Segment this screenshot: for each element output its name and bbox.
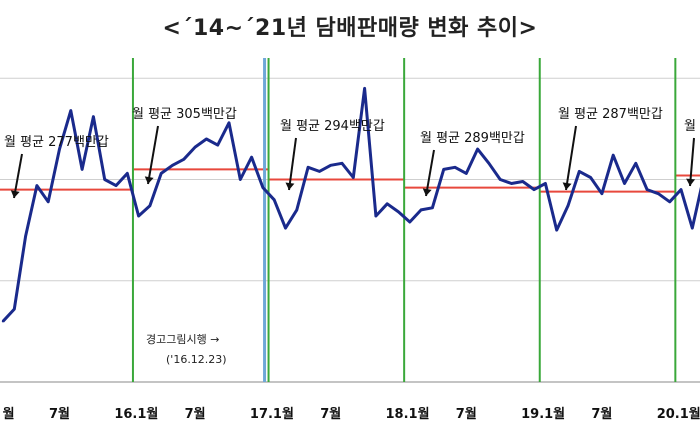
- data-point-26: [295, 208, 298, 212]
- average-arrowhead-3: [422, 188, 432, 196]
- data-point-16: [182, 158, 185, 161]
- average-arrowhead-4: [562, 182, 572, 190]
- data-point-59: [668, 200, 671, 203]
- x-tick-9: 7월: [591, 406, 612, 422]
- data-point-2: [24, 235, 27, 238]
- data-point-9: [103, 178, 106, 181]
- data-point-1: [13, 307, 16, 311]
- data-point-17: [193, 145, 197, 149]
- x-tick-10: 20.1월: [657, 406, 700, 422]
- average-label-3: 월 평균 289백만갑: [420, 131, 525, 146]
- average-label-4: 월 평균 287백만갑: [558, 107, 663, 122]
- data-point-35: [397, 210, 400, 214]
- data-point-31: [352, 176, 355, 179]
- data-point-21: [239, 178, 242, 181]
- data-point-49: [555, 228, 558, 232]
- data-point-18: [205, 137, 208, 141]
- average-arrow-4: [565, 125, 577, 191]
- data-point-56: [634, 162, 637, 165]
- data-point-29: [329, 164, 332, 167]
- average-arrow-3: [425, 149, 435, 197]
- data-point-19: [216, 143, 219, 147]
- data-point-53: [600, 192, 604, 195]
- data-point-54: [612, 154, 615, 157]
- data-point-32: [363, 87, 366, 90]
- data-point-41: [465, 172, 468, 175]
- x-tick-1: 7월: [49, 406, 70, 422]
- data-point-24: [273, 198, 276, 201]
- data-point-7: [80, 168, 84, 171]
- data-point-11: [126, 172, 129, 175]
- average-arrow-1: [147, 125, 159, 185]
- x-tick-2: 16.1월: [114, 406, 158, 422]
- data-point-58: [657, 192, 660, 195]
- average-label-0: 월 평균 277백만갑: [4, 135, 109, 150]
- data-point-34: [386, 202, 389, 205]
- x-tick-8: 19.1월: [521, 406, 565, 422]
- data-point-5: [58, 147, 61, 151]
- data-point-42: [476, 147, 479, 151]
- x-tick-0: 월: [3, 406, 15, 422]
- data-point-55: [623, 182, 626, 185]
- data-point-40: [453, 166, 457, 169]
- data-point-52: [589, 176, 592, 179]
- policy-annotation-date: ('16.12.23): [166, 353, 227, 366]
- average-arrowhead-2: [285, 182, 295, 190]
- average-arrow-2: [288, 137, 297, 191]
- data-point-51: [578, 170, 581, 173]
- average-arrow-0: [13, 153, 23, 199]
- data-point-38: [431, 206, 434, 210]
- data-point-30: [340, 162, 344, 165]
- average-arrowhead-0: [10, 190, 20, 198]
- data-point-36: [408, 220, 411, 224]
- x-tick-3: 7월: [185, 406, 206, 422]
- x-tick-labels: 월 7월 16.1월 7월 17.1월 7월 18.1월 7월 19.1월 7월 20.1월: [3, 406, 700, 422]
- data-point-46: [521, 180, 524, 183]
- data-point-45: [510, 182, 513, 185]
- data-point-12: [137, 214, 140, 218]
- average-label-5: 월: [684, 119, 696, 134]
- data-point-23: [261, 186, 265, 189]
- data-point-13: [148, 204, 152, 208]
- data-point-22: [250, 156, 253, 159]
- data-point-14: [160, 172, 163, 175]
- data-point-27: [306, 166, 310, 169]
- data-point-4: [47, 200, 50, 203]
- data-point-47: [532, 188, 536, 191]
- data-point-37: [419, 208, 423, 212]
- data-point-8: [92, 115, 95, 118]
- data-point-44: [499, 178, 502, 181]
- average-arrow-5: [689, 137, 695, 187]
- chart-title: <´14~´21년 담배판매량 변화 추이>: [162, 16, 538, 41]
- data-point-43: [487, 162, 491, 165]
- average-label-1: 월 평균 305백만갑: [132, 107, 237, 122]
- data-point-57: [645, 188, 649, 191]
- average-arrowhead-5: [686, 178, 696, 186]
- data-point-50: [566, 204, 570, 208]
- data-point-48: [544, 182, 547, 185]
- data-point-25: [284, 226, 287, 230]
- data-point-15: [171, 164, 174, 167]
- policy-annotation-text: 경고그림시행 →: [146, 333, 219, 346]
- average-label-2: 월 평균 294백만갑: [280, 119, 385, 134]
- data-point-39: [442, 168, 445, 171]
- year-dividers: [131, 58, 677, 382]
- data-point-6: [69, 109, 73, 112]
- series-layer: [1, 86, 700, 323]
- average-arrowhead-1: [144, 176, 154, 184]
- data-point-61: [691, 226, 694, 230]
- data-point-0: [1, 320, 5, 323]
- data-point-60: [679, 188, 683, 191]
- data-point-28: [318, 170, 321, 173]
- x-tick-6: 18.1월: [386, 406, 430, 422]
- data-point-33: [374, 214, 378, 218]
- x-tick-4: 17.1월: [250, 406, 294, 422]
- data-point-20: [227, 121, 231, 125]
- x-tick-7: 7월: [456, 406, 477, 422]
- data-point-10: [114, 184, 118, 187]
- data-point-3: [35, 184, 39, 187]
- x-tick-5: 7월: [320, 406, 341, 422]
